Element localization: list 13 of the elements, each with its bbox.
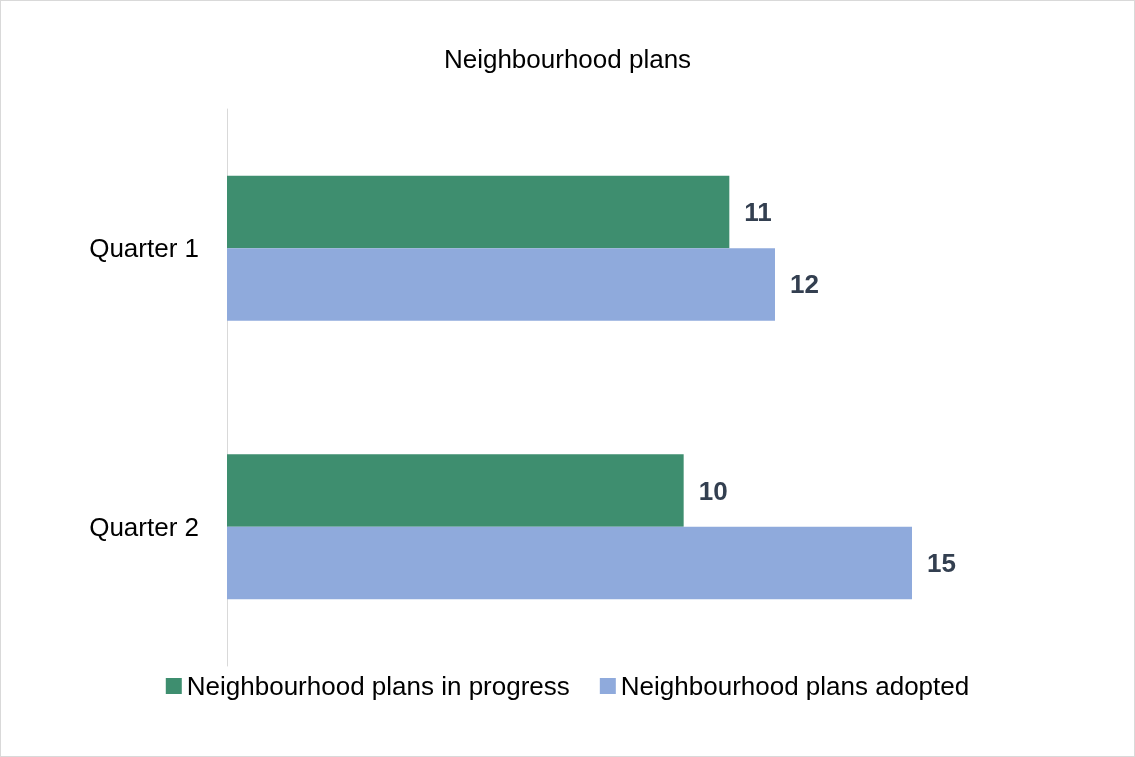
legend-label: Neighbourhood plans adopted: [620, 671, 970, 701]
bar: [227, 526, 912, 600]
bar: [227, 175, 730, 249]
bar: [227, 248, 775, 321]
chart-title: Neighbourhood plans: [443, 44, 692, 74]
y-tick-label: Quarter 1: [89, 233, 199, 264]
data-label: 15: [927, 547, 956, 578]
legend-label: Neighbourhood plans in progress: [186, 671, 570, 701]
data-label: 12: [790, 269, 819, 300]
data-label: 11: [744, 197, 772, 228]
y-tick-label: Quarter 2: [89, 511, 199, 542]
bar: [227, 454, 684, 527]
data-label: 10: [698, 475, 728, 506]
